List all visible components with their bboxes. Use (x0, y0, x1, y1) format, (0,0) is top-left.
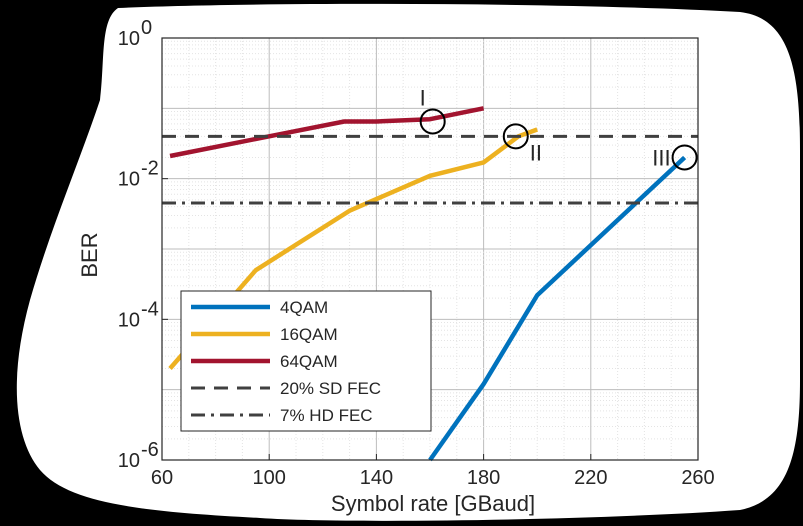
x-tick-label: 60 (151, 467, 173, 489)
legend: 4QAM 16QAM 64QAM 20% SD FEC 7% HD FEC (180, 290, 432, 432)
series-lines (162, 106, 698, 462)
annotation-label: II (530, 140, 542, 165)
legend-label: 64QAM (280, 352, 338, 371)
annotation-label: III (652, 145, 670, 170)
annotations: III III (419, 85, 698, 171)
annotation-marker (419, 108, 446, 135)
y-tick-exponent: -6 (141, 439, 159, 461)
y-axis-title: BER (77, 232, 102, 277)
series-line-64qam (169, 106, 485, 159)
x-tick-label: 260 (681, 467, 714, 489)
y-tick-label: 10 (118, 309, 140, 331)
annotation-marker (502, 123, 529, 150)
x-tick-label: 100 (253, 467, 286, 489)
y-tick-label: 10 (118, 28, 140, 50)
x-axis-ticks: 60 100 140 180 220 260 (151, 454, 715, 489)
y-tick-label: 10 (118, 169, 140, 191)
legend-label: 7% HD FEC (280, 406, 373, 425)
legend-label: 20% SD FEC (280, 379, 381, 398)
x-tick-label: 180 (467, 467, 500, 489)
y-tick-exponent: -4 (141, 298, 159, 320)
x-tick-label: 140 (360, 467, 393, 489)
annotation-label: I (420, 85, 426, 110)
series-line-4qam (428, 155, 687, 462)
y-tick-exponent: 0 (141, 17, 152, 39)
y-tick-exponent: -2 (141, 158, 159, 180)
x-tick-label: 220 (574, 467, 607, 489)
legend-label: 4QAM (280, 298, 328, 317)
annotation-marker (671, 144, 698, 171)
plot-frame (161, 37, 699, 461)
y-tick-label: 10 (118, 450, 140, 472)
x-axis-title: Symbol rate [GBaud] (331, 491, 535, 516)
legend-label: 16QAM (280, 325, 338, 344)
